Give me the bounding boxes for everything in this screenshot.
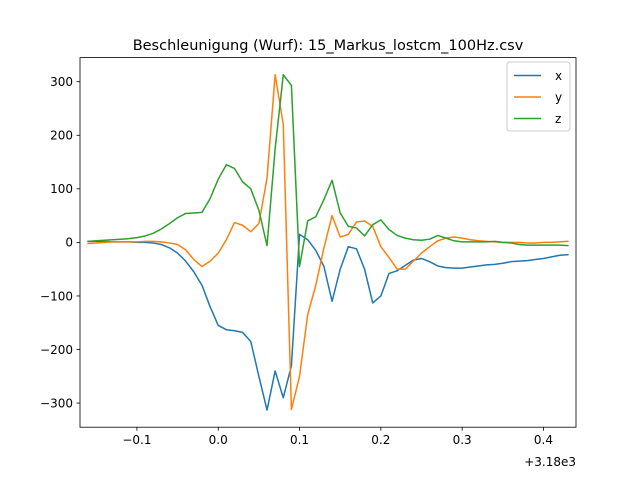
legend-label-y: y	[555, 90, 562, 104]
y-tick-label: 300	[50, 75, 73, 89]
y-tick-label: −200	[40, 343, 73, 357]
chart-title: Beschleunigung (Wurf): 15_Markus_lostcm_…	[133, 38, 524, 54]
x-offset-label: +3.18e3	[524, 455, 576, 469]
y-axis: −300 −200 −100 0 100 200 300	[40, 75, 80, 410]
y-tick-label: −100	[40, 289, 73, 303]
y-tick-label: 100	[50, 182, 73, 196]
x-tick-label: −0.1	[122, 433, 151, 447]
x-tick-label: 0.4	[534, 433, 553, 447]
series-line-x	[87, 233, 569, 411]
x-tick-label: 0.3	[453, 433, 472, 447]
y-tick-label: 0	[65, 236, 73, 250]
y-tick-label: −300	[40, 396, 73, 410]
y-tick-label: 200	[50, 129, 73, 143]
series-line-z	[87, 73, 569, 268]
legend-label-x: x	[555, 69, 562, 83]
x-tick-label: 0.0	[209, 433, 228, 447]
legend: xyz	[506, 61, 571, 132]
x-tick-label: 0.2	[371, 433, 390, 447]
legend-label-z: z	[555, 112, 561, 126]
series-layer	[87, 73, 569, 411]
x-axis: −0.1 0.0 0.1 0.2 0.3 0.4	[122, 427, 553, 447]
x-tick-label: 0.1	[290, 433, 309, 447]
